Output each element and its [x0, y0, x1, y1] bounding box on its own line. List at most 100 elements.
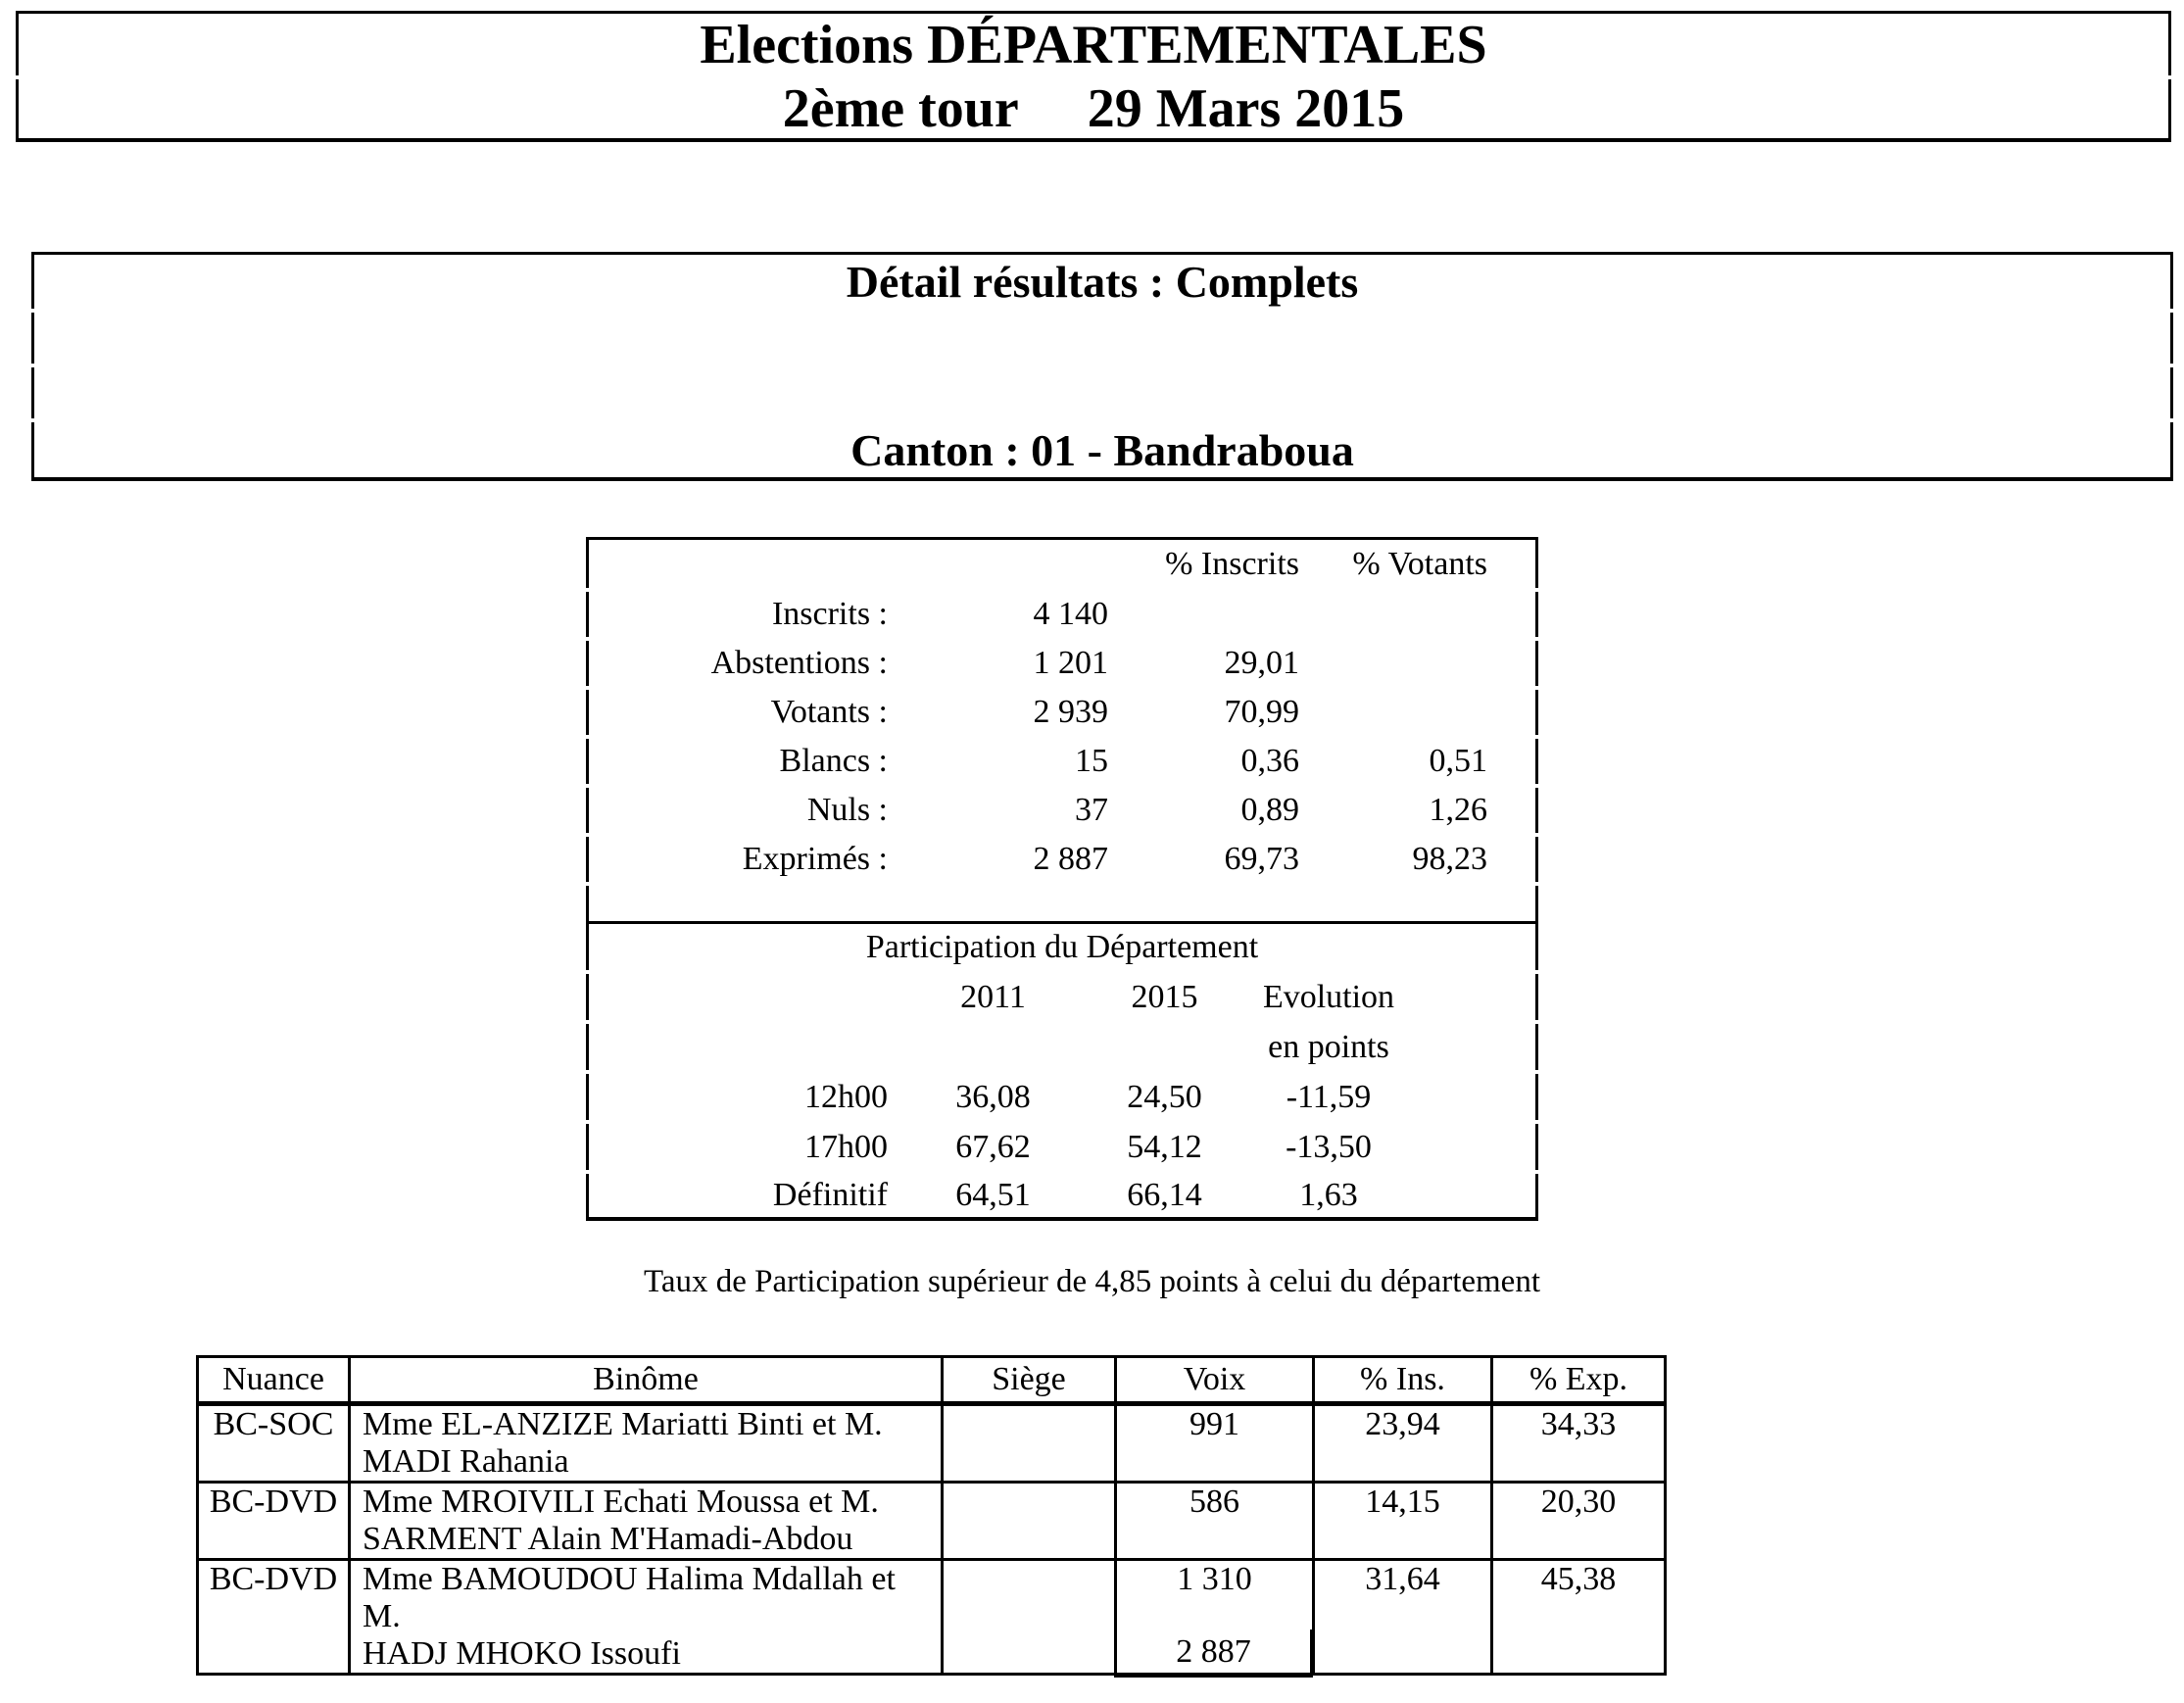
stats-bottom-spacer	[586, 886, 1538, 921]
results-table: Nuance Binôme Siège Voix % Ins. % Exp. B…	[196, 1355, 1667, 1676]
pct-ins-cell: 31,64	[1312, 1558, 1493, 1676]
participation-row-17h00: 17h00 67,62 54,12 -13,50	[586, 1124, 1538, 1170]
participation-note: Taux de Participation supérieur de 4,85 …	[644, 1264, 1540, 1299]
stat-label: Exprimés :	[742, 841, 888, 877]
detail-box-spacer1	[31, 313, 2173, 364]
pct-ins-cell: 23,94	[1312, 1402, 1493, 1484]
stat-value: 37	[1075, 792, 1108, 828]
election-date: 29 Mars 2015	[1087, 78, 1405, 139]
binome-line1: Mme EL-ANZIZE Mariatti Binti et M.	[363, 1406, 883, 1443]
header-voix: Voix	[1114, 1355, 1315, 1406]
title-box-row1: Elections DÉPARTEMENTALES	[16, 11, 2171, 75]
stat-value: 4 140	[1033, 596, 1109, 632]
participation-header-evolution: Evolution	[1262, 978, 1395, 1015]
results-header-row: Nuance Binôme Siège Voix % Ins. % Exp.	[196, 1355, 1667, 1406]
voix-total-cell: 2 887	[1114, 1630, 1313, 1678]
voix-cell: 1 310	[1114, 1558, 1315, 1676]
participation-header-2011: 2011	[960, 978, 1026, 1015]
participation-title: Participation du Département	[865, 928, 1259, 965]
binome-cell: Mme BAMOUDOU Halima Mdallah et M. HADJ MH…	[348, 1558, 944, 1676]
siege-cell	[941, 1558, 1117, 1676]
voix-cell: 991	[1114, 1402, 1315, 1484]
participation-title-row: Participation du Département	[586, 921, 1538, 970]
stat-pct-votants: 98,23	[1412, 841, 1488, 877]
stats-row-votants: Votants : 2 939 70,99	[586, 690, 1538, 735]
stats-row-nuls: Nuls : 37 0,89 1,26	[586, 788, 1538, 833]
stat-value: 1 201	[1033, 645, 1109, 681]
title-box: Elections DÉPARTEMENTALES 2ème tour 29 Ma…	[16, 11, 2171, 142]
participation-evolution: -13,50	[1286, 1128, 1372, 1165]
binome-line2: SARMENT Alain M'Hamadi-Abdou	[363, 1521, 853, 1557]
pct-exp-cell: 20,30	[1490, 1481, 1667, 1561]
detail-box-row1: Détail résultats : Complets	[31, 252, 2173, 309]
stat-pct-inscrits: 29,01	[1224, 645, 1300, 681]
stats-row-exprimes: Exprimés : 2 887 69,73 98,23	[586, 837, 1538, 882]
header-pct-ins: % Ins.	[1312, 1355, 1493, 1406]
nuance-cell: BC-DVD	[196, 1558, 351, 1676]
binome-cell: Mme MROIVILI Echati Moussa et M. SARMENT …	[348, 1481, 944, 1561]
stats-header-row: % Inscrits % Votants	[586, 537, 1538, 588]
participation-label: Définitif	[772, 1177, 888, 1213]
voix-cell: 586	[1114, 1481, 1315, 1561]
binome-line2: HADJ MHOKO Issoufi	[363, 1635, 681, 1672]
stat-value: 2 939	[1033, 694, 1109, 730]
stats-row-blancs: Blancs : 15 0,36 0,51	[586, 739, 1538, 784]
stats-header-pct-votants: % Votants	[1352, 545, 1487, 582]
pct-exp-cell: 45,38	[1490, 1558, 1667, 1676]
detail-results-heading: Détail résultats : Complets	[846, 257, 1359, 307]
results-table-container: Nuance Binôme Siège Voix % Ins. % Exp. B…	[196, 1355, 1667, 1676]
stat-label: Blancs :	[779, 743, 888, 779]
detail-box-spacer2	[31, 367, 2173, 418]
results-row-1: BC-SOC Mme EL-ANZIZE Mariatti Binti et M…	[196, 1402, 1667, 1484]
binome-line1: Mme BAMOUDOU Halima Mdallah et M.	[363, 1561, 896, 1635]
participation-header-2015: 2015	[1131, 978, 1198, 1015]
stats-row-inscrits: Inscrits : 4 140	[586, 592, 1538, 637]
participation-label: 17h00	[804, 1128, 888, 1165]
stat-pct-votants: 0,51	[1429, 743, 1488, 779]
siege-cell	[941, 1402, 1117, 1484]
stat-value: 2 887	[1033, 841, 1109, 877]
pct-ins-cell: 14,15	[1312, 1481, 1493, 1561]
header-siege: Siège	[941, 1355, 1117, 1406]
stat-value: 15	[1075, 743, 1108, 779]
nuance-cell: BC-DVD	[196, 1481, 351, 1561]
participation-label: 12h00	[804, 1078, 888, 1115]
participation-header-row: 2011 2015 Evolution	[586, 974, 1538, 1020]
detail-box-row4: Canton : 01 - Bandraboua	[31, 422, 2173, 481]
binome-line2: MADI Rahania	[363, 1443, 569, 1480]
participation-row-definitif: Définitif 64,51 66,14 1,63	[586, 1174, 1538, 1221]
canton-heading: Canton : 01 - Bandraboua	[850, 424, 1354, 475]
stat-pct-inscrits: 69,73	[1224, 841, 1300, 877]
participation-2011: 67,62	[955, 1128, 1031, 1165]
participation-2011: 64,51	[955, 1177, 1031, 1213]
binome-line1: Mme MROIVILI Echati Moussa et M.	[363, 1484, 879, 1521]
title-box-row2: 2ème tour 29 Mars 2015	[16, 78, 2171, 142]
participation-2015: 66,14	[1127, 1177, 1202, 1213]
participation-evolution: -11,59	[1286, 1078, 1372, 1115]
turnout-stats-box: % Inscrits % Votants Inscrits : 4 140 Ab…	[586, 537, 1538, 1221]
binome-cell: Mme EL-ANZIZE Mariatti Binti et M. MADI R…	[348, 1402, 944, 1484]
participation-2011: 36,08	[955, 1078, 1031, 1115]
participation-evolution: 1,63	[1299, 1177, 1358, 1213]
results-row-2: BC-DVD Mme MROIVILI Echati Moussa et M. S…	[196, 1481, 1667, 1561]
voix-total: 2 887	[1176, 1632, 1251, 1670]
stat-label: Votants :	[770, 694, 888, 730]
stat-label: Nuls :	[806, 792, 888, 828]
nuance-cell: BC-SOC	[196, 1402, 351, 1484]
document-title: Elections DÉPARTEMENTALES	[700, 14, 1487, 75]
header-binome: Binôme	[348, 1355, 944, 1406]
stat-pct-inscrits: 0,89	[1240, 792, 1300, 828]
round-label: 2ème tour	[782, 78, 1019, 139]
stat-pct-inscrits: 0,36	[1240, 743, 1300, 779]
stats-row-abstentions: Abstentions : 1 201 29,01	[586, 641, 1538, 686]
header-pct-exp: % Exp.	[1490, 1355, 1667, 1406]
participation-header-unit-row: en points	[586, 1024, 1538, 1070]
stat-label: Inscrits :	[771, 596, 888, 632]
stat-pct-inscrits: 70,99	[1224, 694, 1300, 730]
stats-header-pct-inscrits: % Inscrits	[1165, 545, 1299, 582]
participation-header-unit: en points	[1268, 1028, 1389, 1065]
participation-row-12h00: 12h00 36,08 24,50 -11,59	[586, 1074, 1538, 1120]
siege-cell	[941, 1481, 1117, 1561]
detail-box: Détail résultats : Complets Canton : 01 …	[31, 252, 2173, 481]
